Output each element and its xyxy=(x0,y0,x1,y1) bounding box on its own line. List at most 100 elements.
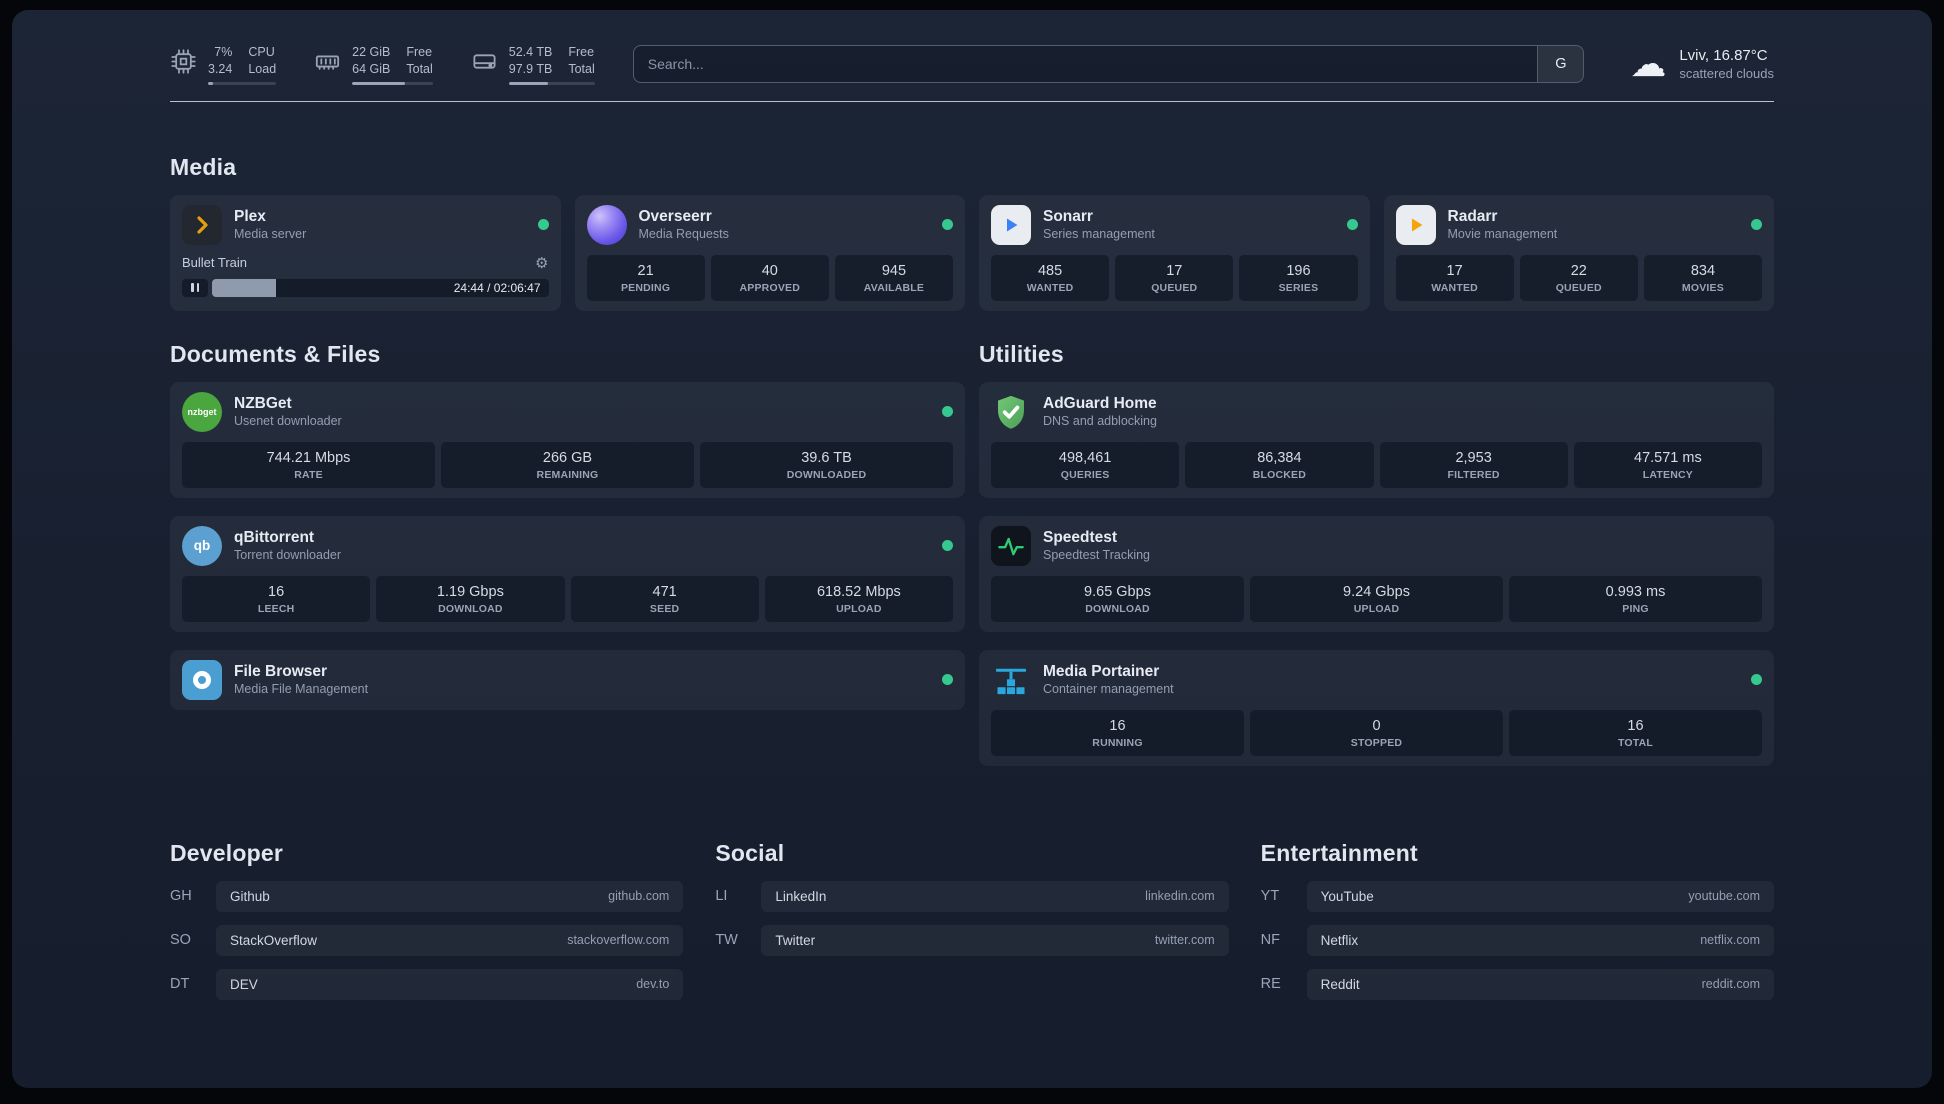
seek-fill xyxy=(212,278,276,297)
cpu-icon xyxy=(170,48,197,80)
service-name: Media Portainer xyxy=(1043,662,1160,680)
search-provider-button[interactable]: G xyxy=(1537,46,1584,83)
bookmark-link[interactable]: Netflix netflix.com xyxy=(1306,924,1774,956)
bookmark-link[interactable]: Github github.com xyxy=(216,880,684,912)
disk-total-value: 97.9 TB xyxy=(508,61,553,76)
memory-progress-fill xyxy=(352,81,406,85)
bookmark-twitter: TW Twitter twitter.com xyxy=(715,924,1229,956)
stat-upload: 9.24 Gbps UPLOAD xyxy=(1250,575,1503,622)
stat-filtered: 2,953 FILTERED xyxy=(1379,441,1568,488)
service-desc: Torrent downloader xyxy=(234,548,342,563)
stat-rate: 744.21 Mbps RATE xyxy=(182,441,435,488)
documents-heading: Documents & Files xyxy=(170,340,381,367)
stat-series: 196 SERIES xyxy=(1239,254,1358,301)
bookmark-link[interactable]: Reddit reddit.com xyxy=(1306,968,1774,1000)
section-media: Media Plex Media server xyxy=(170,154,1774,311)
card-filebrowser[interactable]: File Browser Media File Management xyxy=(170,649,965,710)
disk-free-label: Free xyxy=(568,45,595,59)
bookmark-link[interactable]: YouTube youtube.com xyxy=(1306,880,1774,912)
utilities-heading: Utilities xyxy=(979,340,1064,367)
stat-queued: 22 QUEUED xyxy=(1519,254,1638,301)
memory-icon xyxy=(314,48,341,80)
bookmark-stackoverflow: SO StackOverflow stackoverflow.com xyxy=(170,924,684,956)
card-overseerr[interactable]: Overseerr Media Requests 21 PENDING 40 A… xyxy=(574,194,965,311)
dashboard: 7% CPU 3.24 Load xyxy=(12,10,1932,1088)
pause-button[interactable] xyxy=(182,278,208,297)
service-desc: Series management xyxy=(1043,227,1155,242)
cpu-widget: 7% CPU 3.24 Load xyxy=(170,44,277,85)
service-desc: Speedtest Tracking xyxy=(1043,548,1151,563)
card-nzbget[interactable]: nzbget NZBGet Usenet downloader 744.21 M… xyxy=(170,381,965,498)
service-name: Plex xyxy=(234,207,266,225)
resource-widgets: 7% CPU 3.24 Load xyxy=(170,44,595,85)
weather-location: Lviv, 16.87°C xyxy=(1679,47,1768,65)
service-name: Radarr xyxy=(1447,207,1498,225)
status-dot xyxy=(942,219,953,231)
radarr-icon xyxy=(1395,204,1436,245)
service-name: AdGuard Home xyxy=(1043,394,1157,412)
portainer-icon xyxy=(991,660,1031,700)
status-dot xyxy=(942,540,953,552)
service-name: NZBGet xyxy=(234,394,292,412)
bookmark-abbr: DT xyxy=(170,976,190,993)
plex-icon xyxy=(182,204,222,245)
playback-time: 24:44 / 02:06:47 xyxy=(453,280,541,295)
cpu-progress-bar xyxy=(208,81,277,85)
stat-running: 16 RUNNING xyxy=(991,709,1244,756)
cpu-load-label: Load xyxy=(248,61,277,76)
entertainment-heading: Entertainment xyxy=(1260,839,1418,866)
disk-total-label: Total xyxy=(568,61,595,76)
card-portainer[interactable]: Media Portainer Container management 16 … xyxy=(979,649,1774,766)
search-input[interactable] xyxy=(633,46,1538,83)
card-adguard[interactable]: AdGuard Home DNS and adblocking 498,461 … xyxy=(979,381,1774,498)
disk-progress-bar xyxy=(508,81,595,85)
bookmark-link[interactable]: DEV dev.to xyxy=(216,968,684,1000)
cpu-percent: 7% xyxy=(214,45,233,59)
disk-free-value: 52.4 TB xyxy=(508,45,553,59)
card-speedtest[interactable]: Speedtest Speedtest Tracking 9.65 Gbps D… xyxy=(979,515,1774,632)
bookmark-abbr: GH xyxy=(170,888,192,905)
cloud-icon: ☁ xyxy=(1630,43,1667,85)
service-desc: Media File Management xyxy=(234,682,369,697)
status-dot xyxy=(1751,219,1762,231)
stat-approved: 40 APPROVED xyxy=(710,254,829,301)
memory-free-label: Free xyxy=(406,45,433,59)
stat-pending: 21 PENDING xyxy=(586,254,705,301)
filebrowser-icon xyxy=(182,659,222,700)
adguard-icon xyxy=(991,392,1031,432)
status-dot xyxy=(942,406,953,418)
stat-wanted: 485 WANTED xyxy=(991,254,1110,301)
bookmark-abbr: YT xyxy=(1260,888,1280,905)
stat-seed: 471 SEED xyxy=(570,575,759,622)
section-developer: Developer GH Github github.com SO StackO… xyxy=(170,840,684,1013)
bookmark-link[interactable]: Twitter twitter.com xyxy=(761,924,1229,956)
bookmark-abbr: RE xyxy=(1260,976,1281,993)
section-documents: Documents & Files nzbget NZBGet Usenet d… xyxy=(170,341,965,728)
bookmark-link[interactable]: StackOverflow stackoverflow.com xyxy=(216,924,684,956)
service-desc: Usenet downloader xyxy=(234,414,342,429)
weather-widget: ☁ Lviv, 16.87°C scattered clouds xyxy=(1630,46,1774,82)
gear-icon[interactable]: ⚙ xyxy=(535,254,549,272)
search-bar: G xyxy=(632,45,1585,84)
card-sonarr[interactable]: Sonarr Series management 485 WANTED 17 Q… xyxy=(979,194,1370,311)
overseerr-icon xyxy=(586,204,627,245)
memory-free-value: 22 GiB xyxy=(352,45,391,59)
stat-stopped: 0 STOPPED xyxy=(1250,709,1503,756)
topbar-divider xyxy=(170,100,1774,102)
card-plex[interactable]: Plex Media server Bullet Train ⚙ xyxy=(170,194,561,311)
stat-remaining: 266 GB REMAINING xyxy=(441,441,694,488)
seek-bar[interactable]: 24:44 / 02:06:47 xyxy=(212,278,549,297)
card-qbittorrent[interactable]: qb qBittorrent Torrent downloader 16 LEE… xyxy=(170,515,965,632)
service-desc: Container management xyxy=(1043,682,1174,697)
section-utilities: Utilities xyxy=(979,341,1774,784)
bookmark-link[interactable]: LinkedIn linkedin.com xyxy=(761,880,1229,912)
bookmark-dev: DT DEV dev.to xyxy=(170,968,684,1000)
service-name: File Browser xyxy=(234,662,328,680)
service-desc: Media server xyxy=(234,227,307,242)
stat-latency: 47.571 ms LATENCY xyxy=(1573,441,1762,488)
stat-leech: 16 LEECH xyxy=(182,575,371,622)
service-desc: Movie management xyxy=(1447,227,1558,242)
card-radarr[interactable]: Radarr Movie management 17 WANTED 22 QUE… xyxy=(1383,194,1774,311)
cpu-label: CPU xyxy=(248,45,275,59)
status-dot xyxy=(1346,219,1358,231)
